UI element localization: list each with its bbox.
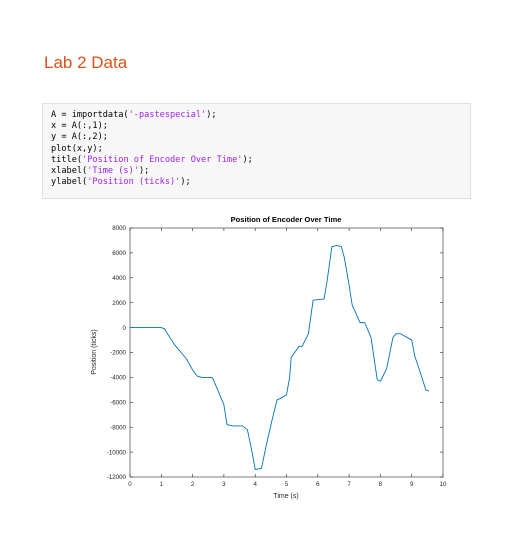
x-tick-label: 10 [440,481,447,488]
code-string: 'Position of Encoder Over Time' [82,154,243,165]
code-text: ); [138,165,150,176]
x-tick-label: 9 [410,481,414,488]
code-text: xlabel( [51,165,88,176]
code-string: '-pastespecial' [128,110,207,120]
y-tick-label: 4000 [112,275,126,282]
code-text: y = A(:,2); [51,132,108,143]
y-tick-label: -10000 [107,449,127,456]
x-axis-label: Time (s) [273,493,298,500]
code-text: ); [180,177,191,188]
code-text: x = A(:,1); [51,121,108,132]
y-tick-label: 6000 [112,250,126,257]
x-tick-label: 7 [347,481,351,488]
x-tick-label: 0 [128,481,132,488]
code-line: y = A(:,2); [51,132,470,143]
code-line: x = A(:,1); [51,121,470,132]
code-text: A = importdata( [51,110,129,120]
x-tick-label: 6 [316,481,320,488]
code-text: ); [206,110,217,120]
code-string: 'Time (s)' [87,165,139,176]
x-tick-label: 4 [253,481,257,488]
y-tick-label: -2000 [110,350,126,357]
x-tick-label: 8 [379,481,383,488]
series-line [130,244,430,470]
y-tick-label: -4000 [110,375,126,382]
code-block: A = importdata('-pastespecial'); x = A(:,… [42,103,471,199]
x-tick-label: 3 [222,481,226,488]
code-line: xlabel('Time (s)'); [51,166,470,177]
code-line: A = importdata('-pastespecial'); [51,110,470,121]
y-tick-label: 2000 [112,300,126,307]
y-tick-label: 8000 [112,225,126,232]
code-string: 'Position (ticks)' [87,177,181,188]
y-tick-label: -6000 [110,400,126,407]
y-axis-label: Position (ticks) [91,329,98,375]
y-tick-label: 0 [123,325,127,332]
code-text: title( [51,154,83,165]
code-text: ); [242,154,253,165]
x-tick-label: 5 [285,481,289,488]
plot-area [129,227,444,478]
code-line: plot(x,y); [51,144,470,155]
page-title: Lab 2 Data [44,53,128,72]
y-tick-label: -8000 [110,424,126,431]
code-text: plot(x,y); [51,143,103,154]
chart-title: Position of Encoder Over Time [231,215,342,224]
x-tick-label: 2 [191,481,195,488]
y-tick-label: -12000 [107,474,127,481]
code-line: title('Position of Encoder Over Time'); [51,155,470,166]
x-tick-label: 1 [160,481,164,488]
code-text: ylabel( [51,177,88,188]
code-line: ylabel('Position (ticks)'); [51,177,470,188]
